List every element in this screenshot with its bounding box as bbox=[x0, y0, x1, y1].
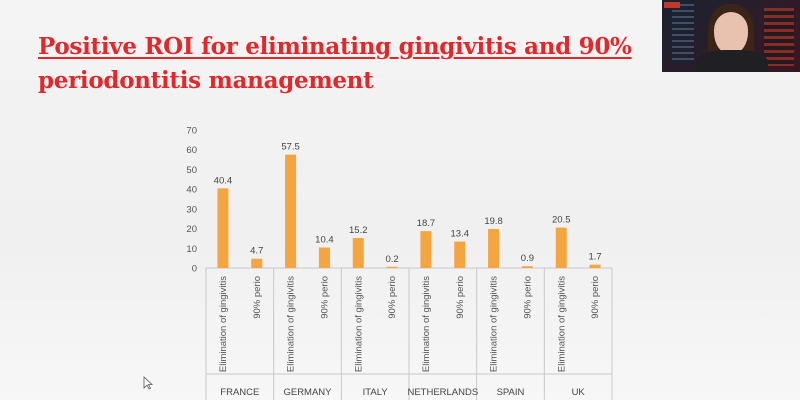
x-axis-category-label: 90% perio bbox=[590, 276, 601, 319]
bar bbox=[521, 266, 533, 268]
data-label: 20.5 bbox=[552, 215, 571, 226]
background-lights-red bbox=[764, 8, 794, 66]
slide-title-line-1: Positive ROI for eliminating gingivitis … bbox=[38, 33, 632, 60]
bar bbox=[420, 231, 432, 268]
data-label: 15.2 bbox=[349, 225, 368, 236]
x-axis-category-label: Elimination of gingivitis bbox=[353, 276, 364, 372]
presenter-face bbox=[714, 6, 748, 54]
y-axis-tick-label: 20 bbox=[186, 224, 197, 235]
data-label: 0.9 bbox=[521, 253, 534, 264]
data-label: 40.4 bbox=[214, 175, 233, 186]
mouse-cursor-icon bbox=[143, 376, 153, 390]
x-axis-group-label: NETHERLANDS bbox=[407, 387, 478, 398]
x-axis-category-label: Elimination of gingivitis bbox=[421, 276, 432, 372]
x-axis-category-label: 90% perio bbox=[387, 276, 398, 319]
x-axis-category-label: Elimination of gingivitis bbox=[556, 276, 567, 372]
bar bbox=[454, 241, 466, 268]
x-axis-category-label: 90% perio bbox=[319, 276, 330, 319]
data-label: 4.7 bbox=[250, 246, 263, 257]
y-axis-tick-label: 60 bbox=[186, 145, 197, 156]
bar bbox=[318, 247, 330, 268]
x-axis-category-label: 90% perio bbox=[522, 276, 533, 319]
bar bbox=[488, 228, 500, 268]
bar bbox=[555, 227, 567, 268]
data-label: 1.7 bbox=[588, 252, 601, 263]
presenter-body bbox=[696, 50, 768, 72]
slide-title-line-2: periodontitis management bbox=[38, 67, 374, 94]
y-axis-tick-label: 10 bbox=[186, 244, 197, 255]
y-axis-tick-label: 70 bbox=[186, 126, 197, 137]
x-axis-category-label: 90% perio bbox=[252, 276, 263, 319]
bar bbox=[251, 258, 263, 268]
x-axis-group-label: FRANCE bbox=[220, 387, 259, 398]
x-axis-group-label: ITALY bbox=[363, 387, 389, 398]
x-axis-group-label: GERMANY bbox=[283, 387, 332, 398]
bar bbox=[217, 188, 229, 268]
data-label: 18.7 bbox=[417, 218, 436, 229]
bar bbox=[589, 264, 601, 268]
data-label: 0.2 bbox=[385, 254, 398, 265]
x-axis-category-label: Elimination of gingivitis bbox=[286, 276, 297, 372]
y-axis-tick-label: 40 bbox=[186, 185, 197, 196]
data-label: 10.4 bbox=[315, 234, 334, 245]
presenter-webcam-thumbnail[interactable] bbox=[662, 0, 800, 72]
data-label: 13.4 bbox=[451, 229, 470, 240]
x-axis-group-label: UK bbox=[572, 387, 586, 398]
x-axis-category-label: Elimination of gingivitis bbox=[218, 276, 229, 372]
data-label: 57.5 bbox=[281, 142, 300, 153]
data-label: 19.8 bbox=[484, 216, 503, 227]
x-axis-category-label: 90% perio bbox=[455, 276, 466, 319]
bar bbox=[386, 266, 398, 268]
bar bbox=[285, 154, 297, 268]
bar bbox=[352, 238, 364, 268]
x-axis-category-label: Elimination of gingivitis bbox=[489, 276, 500, 372]
y-axis-tick-label: 50 bbox=[186, 165, 197, 176]
y-axis-tick-label: 30 bbox=[186, 204, 197, 215]
x-axis-group-label: SPAIN bbox=[497, 387, 525, 398]
y-axis-tick-label: 0 bbox=[192, 264, 197, 275]
background-lights bbox=[672, 4, 694, 64]
slide-title: Positive ROI for eliminating gingivitis … bbox=[38, 30, 648, 98]
webcam-badge bbox=[664, 2, 680, 8]
